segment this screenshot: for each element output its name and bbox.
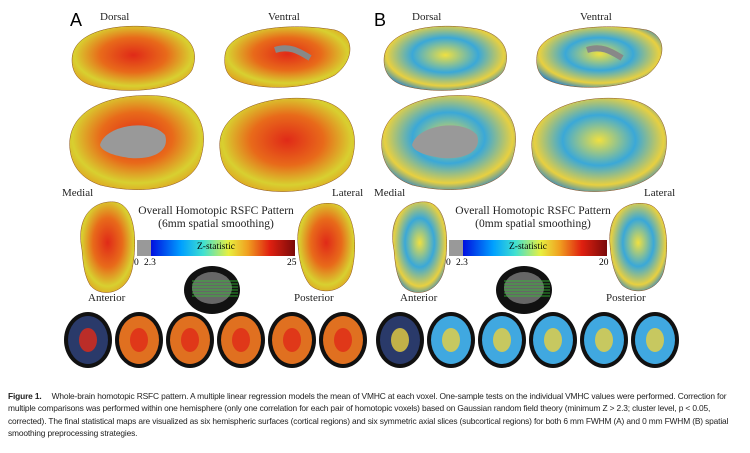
lateral-label: Lateral [644,187,676,199]
map-subtitle: (6mm spatial smoothing) [158,218,274,230]
medial-label: Medial [374,187,406,199]
sagittal-head-icon [496,266,552,314]
colorbar: Z-statistic [137,240,295,256]
lateral-surface [219,97,355,192]
figure-caption: Figure 1. Whole-brain homotopic RSFC patt… [8,390,744,440]
axial-slice [166,312,214,368]
lateral-label: Lateral [332,187,364,199]
tick-threshold: 2.3 [144,258,156,268]
anterior-label: Anterior [88,292,126,304]
anterior-surface [80,201,136,293]
axial-slice [319,312,367,368]
tick-threshold: 2.3 [456,258,468,268]
lateral-surface [531,97,667,192]
medial-wall [412,125,478,159]
tick-max: 25 [287,258,297,268]
tick-min: 0 [134,258,139,268]
axial-slice [268,312,316,368]
axial-slice [478,312,526,368]
posterior-surface [297,203,356,292]
caption-label: Figure 1. [8,391,42,401]
axial-slice [376,312,424,368]
posterior-surface [609,203,668,292]
axial-slice [580,312,628,368]
medial-label: Medial [62,187,94,199]
axial-slice [217,312,265,368]
panel-letter: B [374,10,387,30]
panel-b: B Dorsal Ventral Medial Lateral Anterior… [372,0,684,372]
colorbar-label: Z-statistic [509,242,547,252]
ventral-surface [224,26,351,88]
colorbar: Z-statistic [449,240,607,256]
posterior-label: Posterior [606,292,646,304]
dorsal-surface [383,25,507,91]
caption-text: Whole-brain homotopic RSFC pattern. A mu… [8,391,729,439]
ventral-label: Ventral [580,11,612,23]
panel-letter: A [70,10,83,30]
anterior-label: Anterior [400,292,438,304]
map-title: Overall Homotopic RSFC Pattern [455,205,611,217]
ventral-label: Ventral [268,11,300,23]
dorsal-label: Dorsal [100,11,130,23]
axial-slice [631,312,679,368]
panel-a: A Dorsal Ventral Medial Lateral Anterior… [60,0,372,372]
colorbar-label: Z-statistic [197,242,235,252]
map-title: Overall Homotopic RSFC Pattern [138,205,294,217]
tick-max: 20 [599,258,609,268]
dorsal-surface [71,25,195,91]
medial-wall [100,125,166,159]
tick-min: 0 [446,258,451,268]
sagittal-head-icon [184,266,240,314]
map-subtitle: (0mm spatial smoothing) [475,218,591,230]
axial-slice [427,312,475,368]
ventral-surface [536,26,663,88]
dorsal-label: Dorsal [412,11,442,23]
axial-slice [64,312,112,368]
posterior-label: Posterior [294,292,334,304]
axial-slice [529,312,577,368]
anterior-surface [392,201,448,293]
axial-slice [115,312,163,368]
